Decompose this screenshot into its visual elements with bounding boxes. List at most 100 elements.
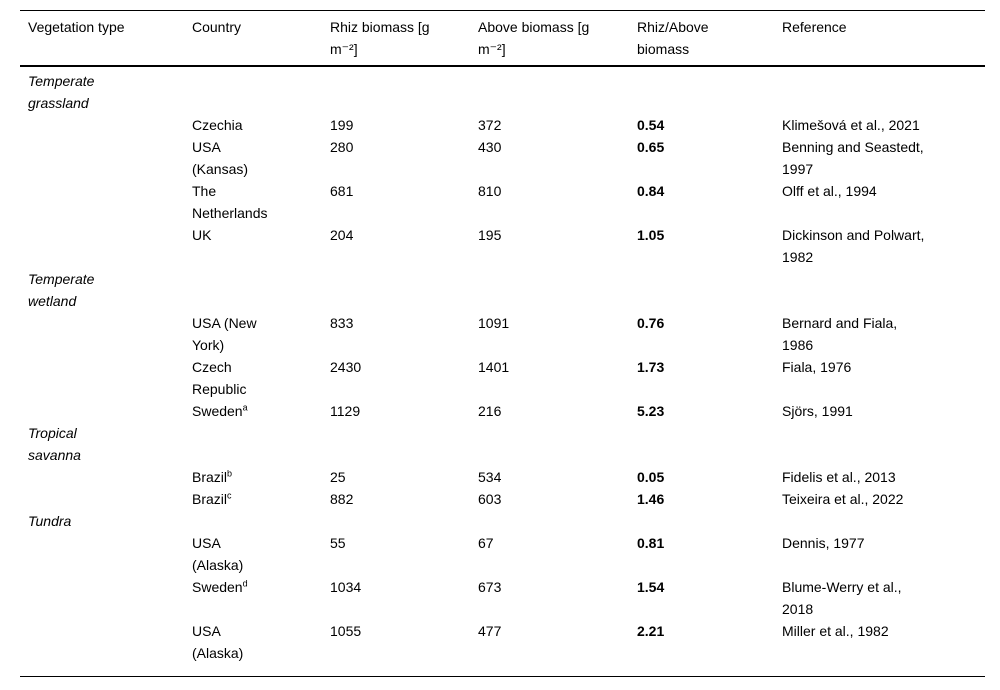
ratio-value: 2.21	[637, 623, 665, 639]
ratio-value: 0.05	[637, 469, 665, 485]
col-header-rhiz-above-ratio: Rhiz/Above biomass	[629, 10, 774, 67]
rhiz-biomass-value: 882	[330, 491, 354, 507]
empty-vegetation-cell	[20, 466, 184, 488]
header-row: Vegetation type Country Rhiz biomass [g …	[20, 10, 985, 67]
country-cell: UK	[184, 224, 322, 268]
empty-reference-cell	[774, 66, 985, 114]
reference-text: Dickinson and Polwart, 1982	[782, 227, 925, 265]
empty-vegetation-cell	[20, 576, 184, 620]
vegetation-group-row: Tropical savanna	[20, 422, 985, 466]
empty-rhiz-cell	[322, 66, 470, 114]
above-biomass-value: 477	[478, 623, 502, 639]
reference-text: Fidelis et al., 2013	[782, 469, 896, 485]
country-cell: USA (Alaska)	[184, 532, 322, 576]
country-name: USA (Kansas)	[192, 139, 249, 177]
table-row: UK 204 195 1.05 Dickinson and Polwart, 1982	[20, 224, 985, 268]
empty-vegetation-cell	[20, 620, 184, 677]
reference-text: Fiala, 1976	[782, 359, 852, 375]
empty-vegetation-cell	[20, 114, 184, 136]
biomass-table: Vegetation type Country Rhiz biomass [g …	[20, 10, 985, 677]
empty-ratio-cell	[629, 510, 774, 532]
col-header-above-biomass: Above biomass [g m⁻²]	[470, 10, 629, 67]
table-row: Swedend 1034 673 1.54 Blume-Werry et al., 20…	[20, 576, 985, 620]
empty-country-cell	[184, 66, 322, 114]
empty-country-cell	[184, 268, 322, 312]
reference-text: Sjörs, 1991	[782, 403, 853, 419]
reference-text: Klimešová et al., 2021	[782, 117, 920, 133]
above-biomass-value: 216	[478, 403, 502, 419]
empty-ratio-cell	[629, 66, 774, 114]
rhiz-biomass-value: 833	[330, 315, 354, 331]
country-name: USA (Alaska)	[192, 535, 244, 573]
ratio-value: 0.84	[637, 183, 665, 199]
empty-above-cell	[470, 422, 629, 466]
footnote-marker: c	[227, 490, 232, 501]
country-cell: Brazilc	[184, 488, 322, 510]
empty-country-cell	[184, 510, 322, 532]
empty-above-cell	[470, 268, 629, 312]
ratio-value: 1.46	[637, 491, 665, 507]
table-row: USA (Kansas) 280 430 0.65 Benning and Seaste…	[20, 136, 985, 180]
country-name: The Netherlands	[192, 183, 268, 221]
empty-vegetation-cell	[20, 224, 184, 268]
ratio-value: 0.54	[637, 117, 665, 133]
empty-vegetation-cell	[20, 136, 184, 180]
table-row: Czechia 199 372 0.54 Klimešová et al., 2021	[20, 114, 985, 136]
vegetation-group-row: Temperate wetland	[20, 268, 985, 312]
empty-above-cell	[470, 66, 629, 114]
col-header-country: Country	[184, 10, 322, 67]
country-cell: USA (Alaska)	[184, 620, 322, 677]
empty-vegetation-cell	[20, 488, 184, 510]
country-name: Sweden	[192, 579, 243, 595]
vegetation-type-label: Temperate grassland	[28, 73, 95, 111]
table-body: Temperate grassland Czechia 199 372 0.54 Klim…	[20, 66, 985, 677]
col-header-vegetation-type: Vegetation type	[20, 10, 184, 67]
rhiz-biomass-value: 1129	[330, 403, 361, 419]
empty-country-cell	[184, 422, 322, 466]
table-row: Swedena 1129 216 5.23 Sjörs, 1991	[20, 400, 985, 422]
table-header: Vegetation type Country Rhiz biomass [g …	[20, 10, 985, 67]
country-name: USA (Alaska)	[192, 623, 244, 661]
table-row: Brazilb 25 534 0.05 Fidelis et al., 2013	[20, 466, 985, 488]
empty-ratio-cell	[629, 268, 774, 312]
country-name: Czechia	[192, 117, 243, 133]
above-biomass-value: 603	[478, 491, 502, 507]
footnote-marker: a	[242, 402, 248, 413]
vegetation-group-row: Temperate grassland	[20, 66, 985, 114]
vegetation-group-row: Tundra	[20, 510, 985, 532]
country-name: USA (New York)	[192, 315, 257, 353]
reference-text: Bernard and Fiala, 1986	[782, 315, 898, 353]
rhiz-biomass-value: 280	[330, 139, 354, 155]
above-biomass-value: 430	[478, 139, 502, 155]
above-biomass-value: 67	[478, 535, 494, 551]
above-biomass-value: 673	[478, 579, 502, 595]
empty-reference-cell	[774, 510, 985, 532]
reference-text: Blume-Werry et al., 2018	[782, 579, 902, 617]
reference-text: Miller et al., 1982	[782, 623, 889, 639]
table-row: Czech Republic 2430 1401 1.73 Fiala, 1976	[20, 356, 985, 400]
country-name: Czech Republic	[192, 359, 247, 397]
country-name: Brazil	[192, 469, 228, 485]
ratio-value: 0.76	[637, 315, 665, 331]
empty-reference-cell	[774, 268, 985, 312]
empty-vegetation-cell	[20, 532, 184, 576]
table-row: Brazilc 882 603 1.46 Teixeira et al., 2022	[20, 488, 985, 510]
reference-text: Olff et al., 1994	[782, 183, 877, 199]
empty-rhiz-cell	[322, 422, 470, 466]
table-row: The Netherlands 681 810 0.84 Olff et al., 19…	[20, 180, 985, 224]
country-cell: Czech Republic	[184, 356, 322, 400]
rhiz-biomass-value: 25	[330, 469, 346, 485]
empty-rhiz-cell	[322, 268, 470, 312]
empty-vegetation-cell	[20, 312, 184, 356]
rhiz-biomass-value: 199	[330, 117, 354, 133]
above-biomass-value: 534	[478, 469, 502, 485]
country-cell: Swedena	[184, 400, 322, 422]
reference-text: Dennis, 1977	[782, 535, 865, 551]
rhiz-biomass-value: 1055	[330, 623, 362, 639]
country-cell: Czechia	[184, 114, 322, 136]
empty-vegetation-cell	[20, 400, 184, 422]
col-header-rhiz-biomass: Rhiz biomass [g m⁻²]	[322, 10, 470, 67]
reference-text: Benning and Seastedt, 1997	[782, 139, 924, 177]
empty-above-cell	[470, 510, 629, 532]
